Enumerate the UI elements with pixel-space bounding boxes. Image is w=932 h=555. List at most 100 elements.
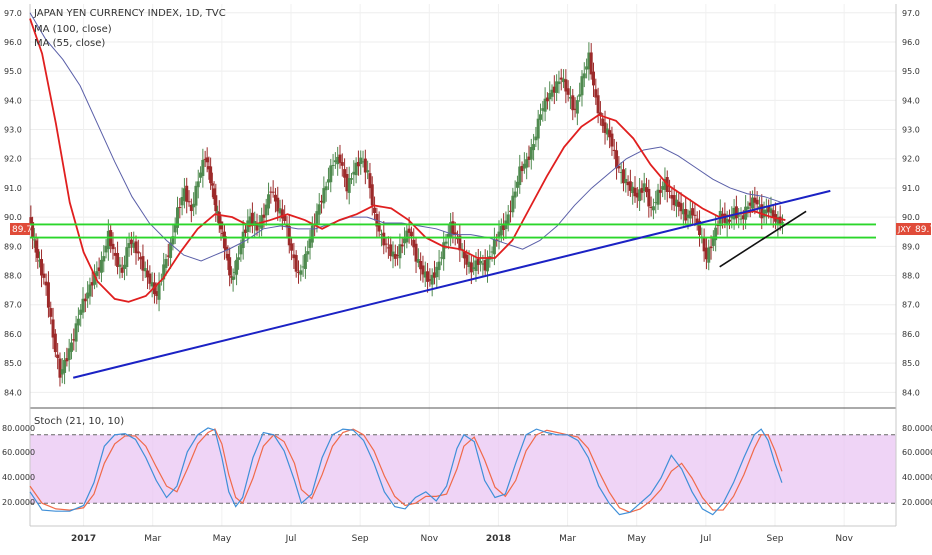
candle-body[interactable] <box>76 318 80 326</box>
candle-body[interactable] <box>589 52 593 75</box>
candle-body[interactable] <box>46 282 50 308</box>
symbol-badge[interactable] <box>896 223 913 235</box>
candle-body[interactable] <box>95 271 99 277</box>
candle-body[interactable] <box>490 251 494 253</box>
candle-body[interactable] <box>398 244 402 259</box>
candle-body[interactable] <box>67 348 71 360</box>
candle-body[interactable] <box>566 88 570 95</box>
candle-body[interactable] <box>287 225 291 246</box>
candle-body[interactable] <box>764 209 768 214</box>
candle-body[interactable] <box>571 95 575 111</box>
candle-body[interactable] <box>568 97 572 99</box>
candle-body[interactable] <box>407 228 411 233</box>
candle-body[interactable] <box>492 239 496 255</box>
candle-body[interactable] <box>271 191 275 193</box>
candle-body[interactable] <box>541 108 545 111</box>
candle-body[interactable] <box>536 118 540 139</box>
candle-body[interactable] <box>506 214 510 224</box>
candle-body[interactable] <box>42 273 46 278</box>
candle-body[interactable] <box>437 261 441 271</box>
candle-body[interactable] <box>518 166 522 186</box>
candle-body[interactable] <box>205 157 209 163</box>
candle-body[interactable] <box>681 209 685 215</box>
candle-body[interactable] <box>550 89 554 97</box>
candle-body[interactable] <box>481 263 485 265</box>
candle-body[interactable] <box>465 254 469 265</box>
candle-body[interactable] <box>34 240 38 253</box>
candle-body[interactable] <box>654 202 658 204</box>
candle-body[interactable] <box>214 195 218 212</box>
candle-body[interactable] <box>368 173 372 189</box>
stoch-legend[interactable]: Stoch (21, 10, 10) <box>34 416 124 427</box>
candle-body[interactable] <box>185 185 189 202</box>
candle-body[interactable] <box>97 267 101 272</box>
candle-body[interactable] <box>605 128 609 135</box>
candle-body[interactable] <box>598 112 602 116</box>
candle-body[interactable] <box>513 191 517 198</box>
candle-body[interactable] <box>340 162 344 166</box>
candle-body[interactable] <box>716 224 720 227</box>
candle-body[interactable] <box>219 221 223 230</box>
candle-body[interactable] <box>469 262 473 273</box>
candle-body[interactable] <box>499 225 503 236</box>
candle-body[interactable] <box>608 130 612 138</box>
candle-body[interactable] <box>619 172 623 174</box>
candle-body[interactable] <box>474 260 478 271</box>
candle-body[interactable] <box>322 188 326 204</box>
candle-body[interactable] <box>416 259 420 263</box>
candle-body[interactable] <box>723 213 727 223</box>
candle-body[interactable] <box>239 244 243 255</box>
candle-body[interactable] <box>658 190 662 193</box>
candle-body[interactable] <box>741 215 745 220</box>
candle-body[interactable] <box>262 214 266 218</box>
candle-body[interactable] <box>686 214 690 218</box>
candle-body[interactable] <box>250 212 254 225</box>
candle-body[interactable] <box>306 251 310 255</box>
candle-body[interactable] <box>331 164 335 166</box>
candle-body[interactable] <box>640 187 644 193</box>
candle-body[interactable] <box>141 256 145 271</box>
candle-body[interactable] <box>479 260 483 264</box>
candle-body[interactable] <box>400 244 404 247</box>
candle-body[interactable] <box>326 179 330 183</box>
candle-body[interactable] <box>423 271 427 278</box>
candle-body[interactable] <box>645 187 649 193</box>
candle-body[interactable] <box>129 239 133 245</box>
candle-body[interactable] <box>246 220 250 232</box>
candle-body[interactable] <box>294 255 298 272</box>
candle-body[interactable] <box>428 279 432 281</box>
candle-body[interactable] <box>767 205 771 212</box>
candle-body[interactable] <box>727 219 731 222</box>
candle-body[interactable] <box>210 183 214 186</box>
candle-body[interactable] <box>182 188 186 201</box>
candle-body[interactable] <box>31 222 35 238</box>
candle-body[interactable] <box>86 292 90 299</box>
candle-body[interactable] <box>545 97 549 102</box>
candle-body[interactable] <box>709 246 713 249</box>
candle-body[interactable] <box>150 282 154 287</box>
candle-body[interactable] <box>502 223 506 230</box>
candle-body[interactable] <box>762 209 766 218</box>
candle-body[interactable] <box>649 206 653 208</box>
candle-body[interactable] <box>778 216 782 226</box>
candle-body[interactable] <box>278 208 282 214</box>
candle-body[interactable] <box>776 217 780 225</box>
candle-body[interactable] <box>134 241 138 254</box>
candle-body[interactable] <box>647 188 651 207</box>
candle-body[interactable] <box>203 158 207 160</box>
candle-body[interactable] <box>127 243 131 249</box>
candle-body[interactable] <box>638 189 642 202</box>
candle-body[interactable] <box>90 282 94 286</box>
candle-body[interactable] <box>88 284 92 297</box>
ma100-line[interactable] <box>29 12 783 262</box>
candle-body[interactable] <box>192 203 196 208</box>
candle-body[interactable] <box>93 272 97 285</box>
candle-body[interactable] <box>674 199 678 207</box>
candle-body[interactable] <box>32 239 36 241</box>
candle-body[interactable] <box>707 247 711 263</box>
candle-body[interactable] <box>485 257 489 272</box>
candle-body[interactable] <box>269 191 273 193</box>
candle-body[interactable] <box>769 208 773 214</box>
candle-body[interactable] <box>162 264 166 280</box>
candle-body[interactable] <box>241 231 245 249</box>
